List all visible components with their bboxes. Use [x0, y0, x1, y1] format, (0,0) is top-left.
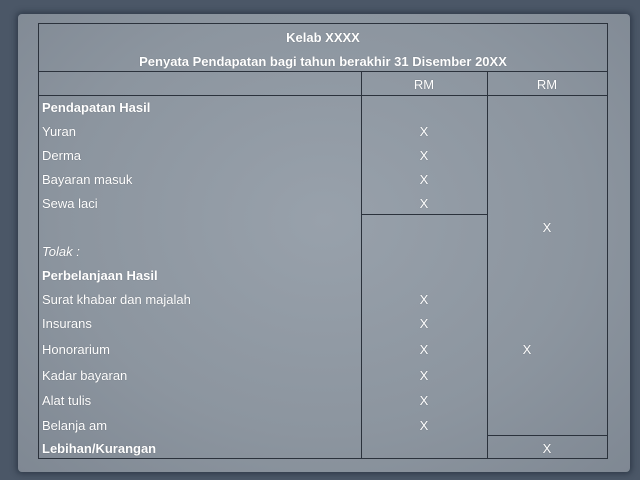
income-statement-table [38, 23, 608, 459]
row-value-col2: X [542, 441, 552, 456]
column-header: RM [536, 77, 558, 92]
row-label: Derma [42, 148, 82, 163]
row-value-col2: X [522, 342, 532, 357]
divider [38, 95, 608, 96]
row-label: Alat tulis [42, 393, 92, 408]
row-label: Tolak : [42, 244, 80, 259]
row-label: Perbelanjaan Hasil [42, 268, 158, 283]
row-label: Surat khabar dan majalah [42, 292, 191, 307]
row-value-col1: X [419, 316, 429, 331]
row-label: Lebihan/Kurangan [42, 441, 157, 456]
row-label: Yuran [42, 124, 76, 139]
divider [361, 71, 362, 459]
row-value-col1: X [419, 148, 429, 163]
row-value-col1: X [419, 292, 429, 307]
row-label: Sewa laci [42, 196, 98, 211]
subtotal-line [361, 214, 487, 215]
row-value-col1: X [419, 368, 429, 383]
row-label: Kadar bayaran [42, 368, 128, 383]
row-label: Pendapatan Hasil [42, 100, 151, 115]
divider [38, 71, 608, 72]
row-label: Bayaran masuk [42, 172, 133, 187]
row-value-col1: X [419, 172, 429, 187]
divider [487, 71, 488, 459]
slide-paper-background [18, 14, 630, 472]
table-subtitle: Penyata Pendapatan bagi tahun berakhir 3… [139, 54, 507, 69]
row-label: Belanja am [42, 418, 108, 433]
row-value-col1: X [419, 342, 429, 357]
table-title: Kelab XXXX [286, 30, 360, 45]
row-value-col2: X [542, 220, 552, 235]
row-value-col1: X [419, 418, 429, 433]
row-label: Honorarium [42, 342, 110, 357]
row-value-col1: X [419, 124, 429, 139]
row-label: Insurans [42, 316, 92, 331]
total-line [487, 435, 608, 436]
row-value-col1: X [419, 196, 429, 211]
row-value-col1: X [419, 393, 429, 408]
column-header: RM [413, 77, 435, 92]
